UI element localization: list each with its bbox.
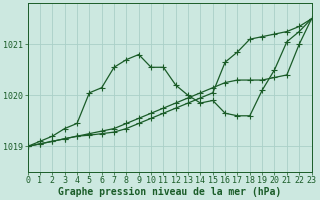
X-axis label: Graphe pression niveau de la mer (hPa): Graphe pression niveau de la mer (hPa) <box>58 186 281 197</box>
